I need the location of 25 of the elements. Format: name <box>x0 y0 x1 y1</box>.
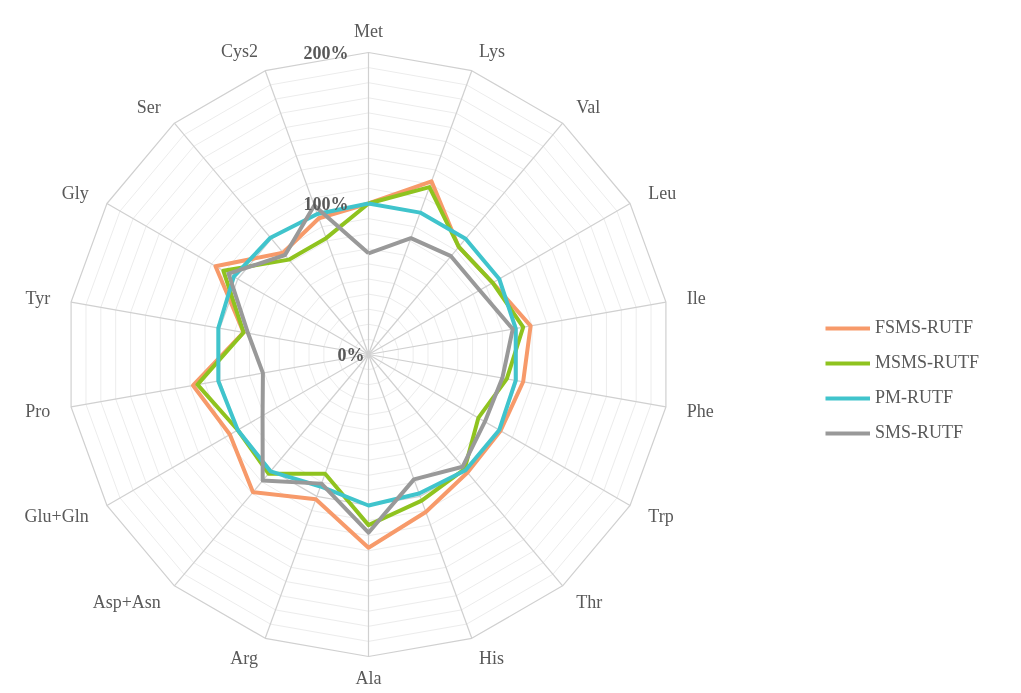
spoke-label: Lys <box>479 40 506 61</box>
legend-label: MSMS-RUTF <box>875 352 980 373</box>
spoke-label: Tyr <box>25 288 51 309</box>
spoke-label: Asp+Asn <box>92 592 161 613</box>
spoke-label: Glu+Gln <box>24 506 89 527</box>
spoke-label: His <box>479 648 505 669</box>
spoke-label: Phe <box>686 400 714 421</box>
legend-label: PM-RUTF <box>875 387 954 408</box>
spoke-label: Met <box>354 21 383 42</box>
spoke-label: Arg <box>230 648 258 669</box>
spoke-label: Thr <box>576 592 603 613</box>
spoke-label: Ala <box>355 667 382 688</box>
legend-label: SMS-RUTF <box>875 422 964 443</box>
spoke-label: Leu <box>648 182 677 203</box>
spoke-label: Gly <box>61 182 89 203</box>
y-tick-label: 0% <box>337 344 365 365</box>
spoke-label: Ser <box>136 96 161 117</box>
spoke-label: Val <box>576 96 601 117</box>
spoke-label: Cys2 <box>220 40 258 61</box>
y-tick-label: 200% <box>303 42 349 63</box>
legend-label: FSMS-RUTF <box>875 317 974 338</box>
spoke-label: Pro <box>25 400 51 421</box>
y-tick-label: 100% <box>303 193 349 214</box>
spoke-label: Ile <box>686 288 706 309</box>
spoke-label: Trp <box>648 506 674 527</box>
